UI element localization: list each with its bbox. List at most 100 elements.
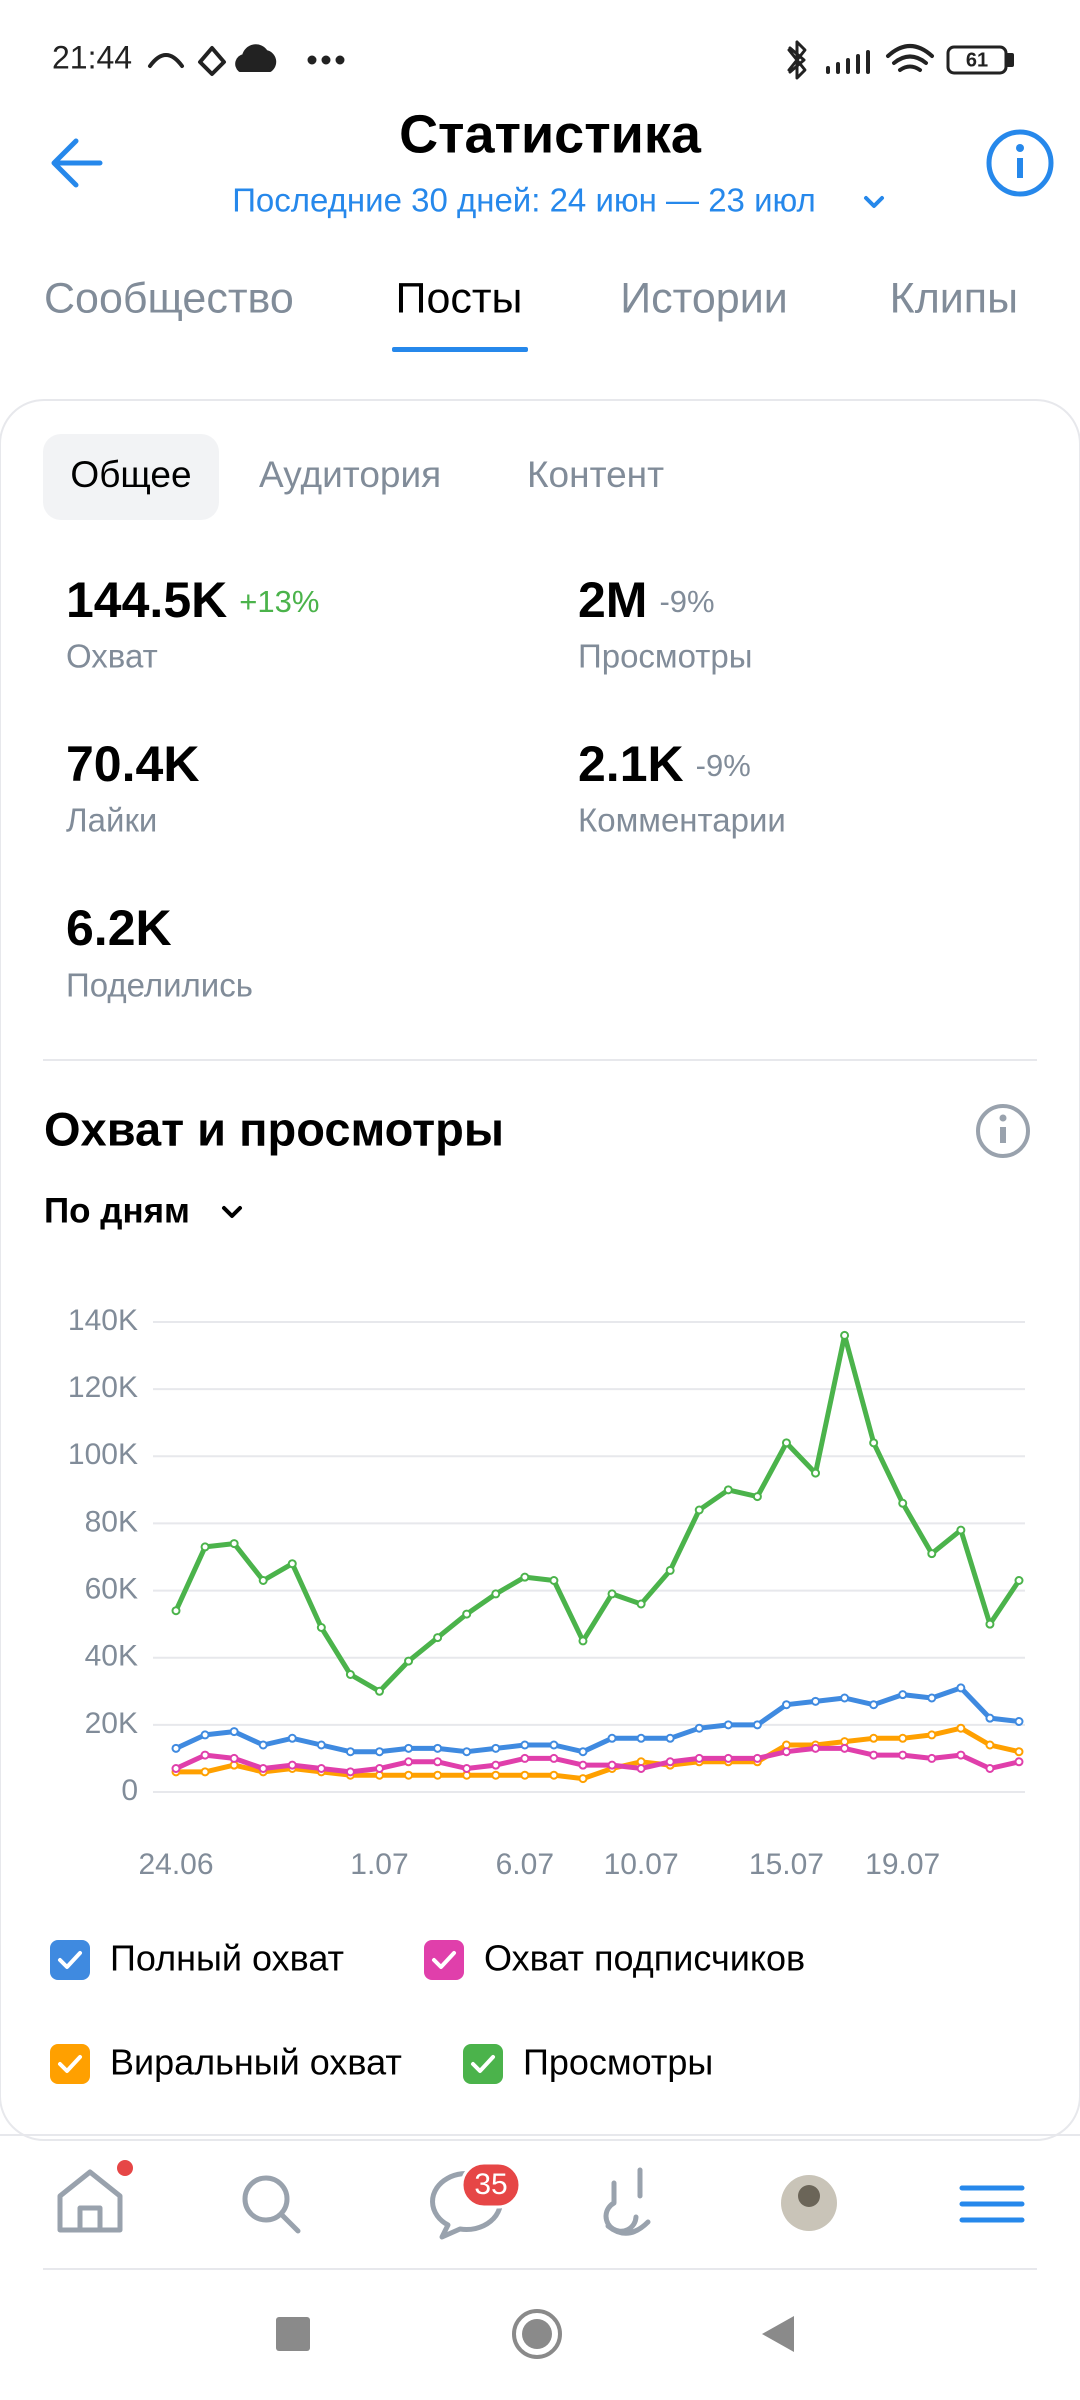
data-point (491, 1760, 501, 1770)
period-selector[interactable]: Последние 30 дней: 24 июн — 23 июл (232, 182, 816, 219)
android-home[interactable] (512, 2309, 562, 2359)
status-icon (235, 44, 277, 72)
data-point (462, 1609, 472, 1619)
data-point (520, 1753, 530, 1763)
data-point (898, 1733, 908, 1743)
data-point (840, 1743, 850, 1753)
chart-info-button[interactable] (976, 1104, 1030, 1158)
granularity-chevron[interactable] (222, 1206, 242, 1218)
data-point (607, 1733, 617, 1743)
data-point (898, 1498, 908, 1508)
data-point (898, 1750, 908, 1760)
data-point (171, 1764, 181, 1773)
stat-label: Просмотры (578, 638, 752, 675)
info-dot (1016, 144, 1024, 152)
legend-check (58, 1951, 82, 1969)
data-point (404, 1757, 414, 1767)
period-granularity[interactable]: По дням (44, 1191, 190, 1230)
chart-title: Охват и просмотры (44, 1102, 504, 1155)
data-point (636, 1733, 646, 1743)
tab[interactable]: Клипы (890, 274, 1018, 322)
data-point (171, 1743, 181, 1753)
series-line (173, 1332, 1022, 1694)
legend-label: Полный охват (110, 1938, 344, 1979)
nav-home-dot (117, 2160, 133, 2176)
subtab-active[interactable]: Общее (70, 454, 191, 495)
legend-checkbox[interactable] (50, 1940, 90, 1980)
data-point (200, 1542, 210, 1552)
android-back[interactable] (762, 2316, 794, 2352)
data-point (287, 1760, 297, 1770)
status-time: 21:44 (52, 39, 132, 75)
data-point (840, 1330, 850, 1340)
status-icon (307, 55, 317, 65)
y-tick-label: 120K (68, 1371, 138, 1404)
legend-label: Виральный охват (110, 2042, 402, 2083)
legend-checkbox[interactable] (424, 1940, 464, 1980)
info-button[interactable] (986, 129, 1054, 197)
legend-check (432, 1951, 456, 1969)
data-point (345, 1747, 355, 1757)
subtab[interactable]: Контент (527, 454, 664, 495)
data-point (549, 1740, 559, 1750)
stat-value: 144.5K (66, 572, 227, 628)
badge-count: 35 (474, 2168, 507, 2201)
data-point (1014, 1757, 1024, 1767)
data-point (1014, 1576, 1024, 1585)
data-point (404, 1656, 414, 1666)
android-recents[interactable] (276, 2317, 310, 2351)
stat-label: Охват (66, 638, 158, 675)
data-point (200, 1750, 210, 1760)
data-point (578, 1747, 588, 1757)
signal-icon (826, 50, 870, 74)
tab[interactable]: Сообщество (44, 274, 294, 322)
legend-item[interactable]: Просмотры (463, 2042, 713, 2084)
stat-value: 2.1K (578, 736, 684, 792)
data-point (316, 1623, 326, 1632)
status-icon (335, 55, 345, 65)
data-point (287, 1559, 297, 1569)
data-point (200, 1730, 210, 1740)
subtab[interactable]: Аудитория (259, 454, 441, 495)
data-point (462, 1747, 472, 1757)
tab-underline (392, 347, 528, 352)
legend-item[interactable]: Виральный охват (50, 2042, 402, 2084)
back-button[interactable] (51, 138, 103, 188)
data-point (694, 1723, 704, 1733)
data-point (781, 1700, 791, 1710)
data-point (607, 1589, 617, 1599)
data-point (927, 1753, 937, 1763)
plot: 0 20K 40K 60K 80K 100K 120K 140K 24.06 1.07 6.07 10… (68, 1304, 1025, 1881)
legend: Полный охват Охват подписчиков Виральный о… (50, 1938, 805, 2084)
legend-check (58, 2055, 82, 2073)
stat: 144.5K +13% (66, 572, 319, 628)
status-icon (198, 46, 226, 76)
back-arrow (51, 138, 103, 188)
status-icons (148, 40, 1014, 80)
data-point (781, 1438, 791, 1448)
y-tick-label: 0 (121, 1774, 138, 1807)
legend-item[interactable]: Охват подписчиков (424, 1938, 805, 1980)
info-dot (999, 1114, 1007, 1122)
badge (460, 2161, 522, 2209)
nav-clips[interactable] (603, 2167, 651, 2236)
nav-menu[interactable] (959, 2185, 1025, 2223)
legend-item[interactable]: Полный охват (50, 1938, 344, 1980)
x-tick-label: 1.07 (350, 1848, 408, 1881)
wifi-icon (886, 44, 934, 72)
data-point (578, 1774, 588, 1784)
tab[interactable]: Истории (620, 274, 788, 322)
nav-search[interactable] (242, 2175, 290, 2223)
info-circle (986, 129, 1054, 197)
tab-active[interactable]: Посты (396, 274, 523, 322)
legend-checkbox[interactable] (463, 2044, 503, 2084)
data-point (200, 1767, 210, 1777)
y-tick-label: 140K (68, 1304, 138, 1337)
nav-home[interactable] (57, 2169, 123, 2233)
period-chevron[interactable] (864, 196, 884, 208)
data-point (345, 1670, 355, 1679)
data-point (723, 1485, 733, 1495)
legend-checkbox[interactable] (50, 2044, 90, 2084)
data-point (258, 1740, 268, 1750)
data-point (316, 1740, 326, 1750)
